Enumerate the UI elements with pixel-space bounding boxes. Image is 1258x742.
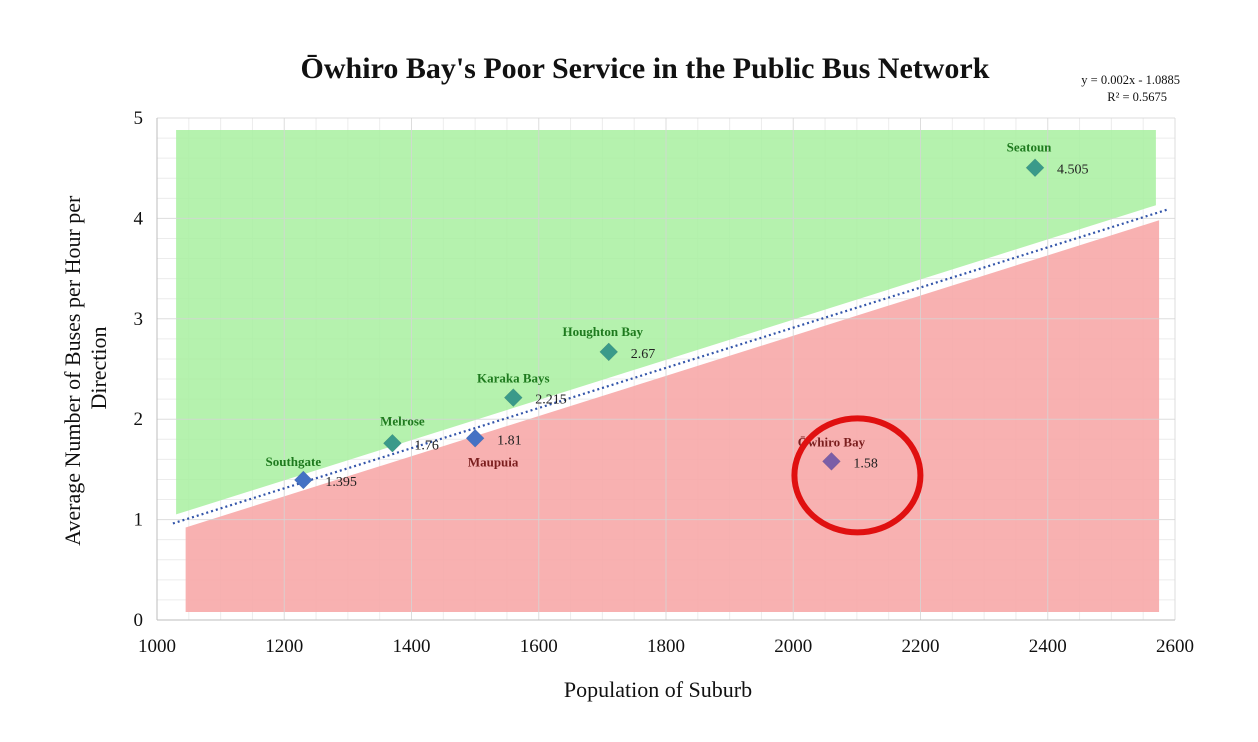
x-tick-label: 1600 — [520, 636, 558, 657]
data-point: Houghton Bay 2.67 — [562, 324, 655, 362]
data-point: Ōwhiro Bay 1.58 — [798, 434, 878, 471]
point-name-label: Maupuia — [468, 454, 519, 469]
x-tick-label: 2600 — [1156, 636, 1194, 657]
y-tick-label: 1 — [134, 510, 144, 531]
plot-area: 1000 1200 1400 1600 1800 2000 2200 2400 2600 0 1 2 3… — [134, 108, 1195, 657]
point-marker — [1025, 158, 1045, 178]
x-axis-title: Population of Suburb — [564, 677, 752, 702]
x-tick-label: 1400 — [393, 636, 431, 657]
point-value-label: 2.215 — [535, 393, 567, 408]
point-value-label: 4.505 — [1057, 163, 1089, 178]
y-tick-label: 5 — [134, 108, 144, 129]
point-name-label: Melrose — [380, 413, 425, 428]
point-value-label: 1.81 — [497, 433, 522, 448]
point-name-label: Ōwhiro Bay — [798, 434, 866, 449]
trendline-r-squared: R² = 0.5675 — [1107, 90, 1167, 104]
data-point: Karaka Bays 2.215 — [477, 371, 567, 408]
data-point: Melrose 1.76 — [380, 413, 439, 453]
point-marker — [383, 433, 402, 453]
x-tick-label: 1000 — [138, 636, 176, 657]
data-point: Maupuia 1.81 — [465, 428, 522, 469]
point-name-label: Houghton Bay — [562, 324, 643, 339]
point-value-label: 1.395 — [325, 475, 357, 490]
point-value-label: 1.76 — [414, 438, 439, 453]
point-marker — [599, 342, 619, 362]
point-marker — [822, 452, 841, 471]
trendline — [172, 208, 1169, 525]
x-tick-label: 2200 — [902, 636, 940, 657]
point-value-label: 1.58 — [853, 456, 878, 471]
point-marker — [293, 470, 313, 490]
point-value-label: 2.67 — [631, 347, 656, 362]
below-trend-region — [185, 220, 1160, 612]
x-tick-label: 2000 — [774, 636, 812, 657]
point-name-label: Seatoun — [1007, 140, 1053, 155]
y-tick-label: 3 — [134, 309, 144, 330]
x-tick-label: 2400 — [1029, 636, 1067, 657]
y-axis-title-line-1: Average Number of Buses per Hour per — [60, 195, 85, 546]
data-point: Seatoun 4.505 — [1007, 140, 1089, 178]
point-name-label: Southgate — [266, 454, 322, 469]
point-marker — [465, 428, 485, 448]
x-tick-label: 1200 — [265, 636, 303, 657]
highlight-circle — [791, 415, 924, 536]
y-axis-title: Average Number of Buses per Hour per Dir… — [60, 190, 111, 546]
y-tick-label: 0 — [134, 610, 144, 631]
trendline-equation: y = 0.002x - 1.0885 — [1081, 73, 1180, 87]
point-name-label: Karaka Bays — [477, 371, 550, 386]
x-tick-label: 1800 — [647, 636, 685, 657]
point-marker — [503, 388, 523, 407]
chart-title: Ōwhiro Bay's Poor Service in the Public … — [301, 52, 990, 85]
y-tick-label: 4 — [134, 208, 144, 229]
y-tick-label: 2 — [134, 409, 144, 430]
y-axis-title-line-2: Direction — [86, 326, 111, 409]
